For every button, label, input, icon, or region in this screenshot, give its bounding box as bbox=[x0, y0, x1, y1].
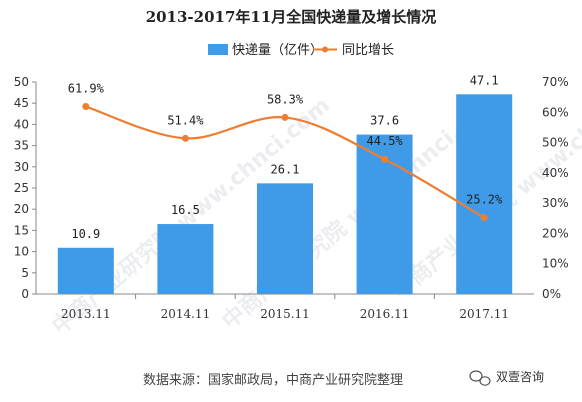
chart-title: 2013-2017年11月全国快递量及增长情况 bbox=[146, 8, 437, 26]
x-tick-label: 2016.11 bbox=[360, 307, 410, 321]
bar-value-label: 16.5 bbox=[171, 203, 200, 217]
growth-point bbox=[281, 113, 289, 121]
legend-swatch-dot bbox=[322, 46, 328, 53]
line-series bbox=[82, 103, 488, 222]
growth-value-label: 44.5% bbox=[367, 134, 404, 148]
y-left-tick-label: 0 bbox=[21, 287, 29, 301]
growth-value-label: 51.4% bbox=[167, 113, 204, 127]
growth-point bbox=[181, 134, 189, 142]
y-right-tick-label: 20% bbox=[542, 226, 569, 240]
y-left-tick-label: 25 bbox=[14, 181, 29, 195]
y-right-tick-label: 70% bbox=[542, 75, 569, 89]
x-tick-label: 2015.11 bbox=[260, 307, 310, 321]
axes: 0 5 10 15 20 25 30 35 40 45 50 0% 10% 20% 30% 40% 50% 60%… bbox=[14, 75, 569, 321]
legend: 快递量（亿件） 同比增长 bbox=[208, 43, 394, 58]
y-left-tick-label: 20 bbox=[14, 202, 29, 216]
bar-value-label: 10.9 bbox=[71, 227, 100, 241]
y-right-tick-label: 40% bbox=[542, 166, 569, 180]
brand-name: 双壹咨询 bbox=[496, 369, 544, 384]
y-left-tick-label: 45 bbox=[14, 96, 29, 110]
y-left-tick-label: 10 bbox=[14, 245, 29, 259]
bar bbox=[257, 183, 313, 294]
bar-value-label: 26.1 bbox=[271, 162, 300, 176]
y-right-tick-label: 10% bbox=[542, 257, 569, 271]
y-right-tick-label: 60% bbox=[542, 105, 569, 119]
legend-label-line: 同比增长 bbox=[342, 43, 394, 58]
y-left-tick-label: 30 bbox=[14, 160, 29, 174]
legend-label-bar: 快递量（亿件） bbox=[232, 43, 323, 58]
bar bbox=[157, 224, 214, 294]
bar-value-label: 37.6 bbox=[370, 114, 399, 128]
y-left-tick-label: 50 bbox=[14, 75, 29, 89]
bar bbox=[57, 247, 114, 294]
x-tick-label: 2013.11 bbox=[61, 307, 111, 321]
growth-value-label: 58.3% bbox=[267, 92, 304, 106]
source-note: 数据来源：国家邮政局，中商产业研究院整理 bbox=[143, 372, 403, 388]
y-left-tick-label: 5 bbox=[21, 266, 29, 280]
legend-swatch-bar bbox=[208, 44, 228, 55]
bar-value-label: 47.1 bbox=[470, 73, 499, 87]
bar bbox=[456, 94, 513, 295]
growth-point bbox=[480, 214, 488, 222]
growth-point bbox=[381, 155, 389, 163]
x-tick-label: 2014.11 bbox=[161, 307, 211, 321]
x-tick-label: 2017.11 bbox=[459, 307, 509, 321]
brand-mark: 双壹咨询 bbox=[469, 369, 544, 386]
y-right-tick-label: 50% bbox=[542, 136, 569, 150]
y-left-tick-label: 40 bbox=[14, 117, 29, 131]
y-right-tick-label: 30% bbox=[542, 196, 569, 210]
growth-value-label: 61.9% bbox=[68, 82, 105, 96]
data-labels: 10.9 16.5 26.1 37.6 47.1 61.9% 51.4% 58.3% 44.5%… bbox=[68, 73, 503, 240]
growth-value-label: 25.2% bbox=[466, 193, 503, 207]
chat-bubble-icon bbox=[469, 370, 491, 386]
growth-point bbox=[82, 103, 90, 111]
y-left-tick-label: 15 bbox=[14, 223, 29, 237]
y-left-tick-label: 35 bbox=[14, 139, 29, 153]
y-right-tick-label: 0% bbox=[542, 287, 561, 301]
